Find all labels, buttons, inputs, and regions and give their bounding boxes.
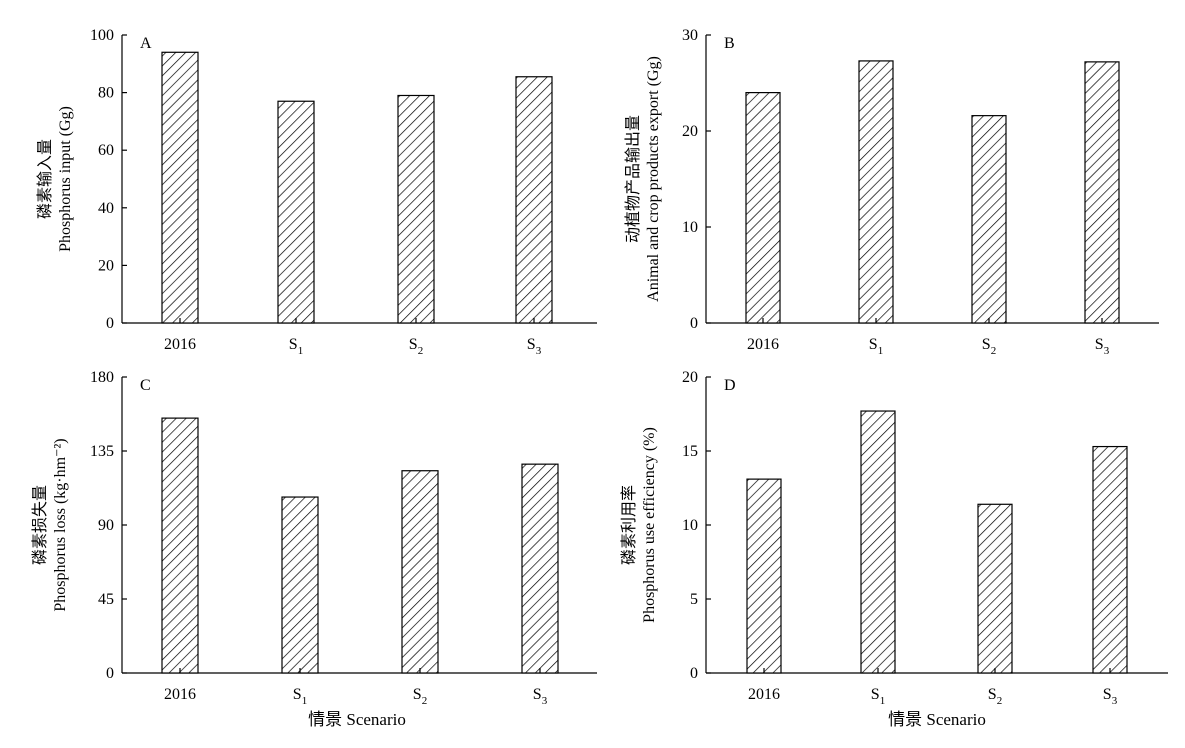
chart-panel-d: 0 5 10 15 20 2016 S1 S2 S3 D 磷素利用率 Phosphorus use e… — [620, 369, 1168, 707]
y-tick-label: 15 — [682, 443, 698, 460]
y-tick-label: 40 — [98, 200, 114, 217]
bar-2016 — [746, 478, 782, 674]
x-tick-label: 2016 — [747, 336, 779, 353]
bar-2016 — [161, 51, 199, 324]
y-tick-label: 0 — [106, 665, 114, 682]
y-tick-label: 45 — [98, 591, 114, 608]
y-tick-label: 20 — [682, 369, 698, 386]
bar-2016 — [745, 91, 781, 324]
x-tick-label: 2016 — [164, 336, 196, 353]
bar-s1 — [860, 410, 896, 674]
x-tick-label: S3 — [1103, 686, 1118, 707]
x-tick-label: S1 — [869, 336, 883, 357]
y-tick-label: 5 — [690, 591, 698, 608]
panel-label: A — [140, 35, 152, 52]
y-tick-label: 0 — [690, 665, 698, 682]
bar-s1 — [277, 100, 315, 324]
y-tick-label: 30 — [682, 27, 698, 44]
y-tick-label: 135 — [90, 443, 114, 460]
x-tick-label: S2 — [982, 336, 996, 357]
y-axis-title-cn: 磷素损失量 — [31, 485, 49, 565]
bar-s2 — [397, 94, 435, 324]
y-axis-title-en: Phosphorus input (Gg) — [57, 106, 74, 252]
x-axis-title-right: 情景 Scenario — [888, 710, 986, 729]
bar-s3 — [1092, 445, 1128, 674]
bar-s3 — [521, 463, 559, 674]
y-axis-title-en: Animal and crop products export (Gg) — [645, 56, 662, 302]
y-axis-title-cn: 磷素利用率 — [620, 485, 638, 565]
x-tick-label: S2 — [988, 686, 1002, 707]
panel-label: C — [140, 377, 151, 394]
chart-panel-a: 0 20 40 60 80 100 2016 S1 S2 S3 A 磷素输入量 Phosphorus i… — [36, 27, 597, 357]
panel-label: D — [724, 377, 736, 394]
y-tick-label: 100 — [90, 27, 114, 44]
y-axis-title-en: Phosphorus loss (kg·hm⁻²) — [52, 438, 69, 611]
bar-s3 — [515, 76, 553, 324]
y-tick-label: 60 — [98, 142, 114, 159]
x-tick-label: S2 — [413, 686, 427, 707]
bar-2016 — [161, 417, 199, 674]
y-tick-label: 90 — [98, 517, 114, 534]
bar-s2 — [971, 115, 1007, 324]
x-tick-label: S1 — [871, 686, 885, 707]
x-tick-label: S3 — [533, 686, 548, 707]
bar-s2 — [401, 470, 439, 674]
y-tick-label: 10 — [682, 219, 698, 236]
y-tick-label: 10 — [682, 517, 698, 534]
chart-panel-b: 0 10 20 30 2016 S1 S2 S3 B 动植物产品输出量 Animal and cro… — [624, 27, 1159, 357]
y-axis-title-en: Phosphorus use efficiency (%) — [641, 427, 658, 623]
bar-s2 — [977, 503, 1013, 674]
x-tick-label: 2016 — [164, 686, 196, 703]
y-axis-title-cn: 磷素输入量 — [36, 139, 54, 219]
x-tick-label: S2 — [409, 336, 423, 357]
x-tick-label: S1 — [293, 686, 307, 707]
x-tick-label: S3 — [527, 336, 542, 357]
y-tick-label: 20 — [682, 123, 698, 140]
panel-label: B — [724, 35, 735, 52]
y-tick-label: 80 — [98, 85, 114, 102]
y-tick-label: 180 — [90, 369, 114, 386]
y-tick-label: 0 — [690, 315, 698, 332]
bar-s3 — [1084, 61, 1120, 324]
bar-s1 — [858, 60, 894, 324]
x-axis-title-left: 情景 Scenario — [308, 710, 406, 729]
y-tick-label: 0 — [106, 315, 114, 332]
y-axis-title-cn: 动植物产品输出量 — [624, 115, 642, 243]
x-tick-label: 2016 — [748, 686, 780, 703]
bar-s1 — [281, 496, 319, 674]
chart-panel-c: 0 45 90 135 180 2016 S1 S2 S3 C 磷素损失量 Phosphorus lo… — [31, 369, 597, 707]
x-tick-label: S3 — [1095, 336, 1110, 357]
x-tick-label: S1 — [289, 336, 303, 357]
y-tick-label: 20 — [98, 257, 114, 274]
